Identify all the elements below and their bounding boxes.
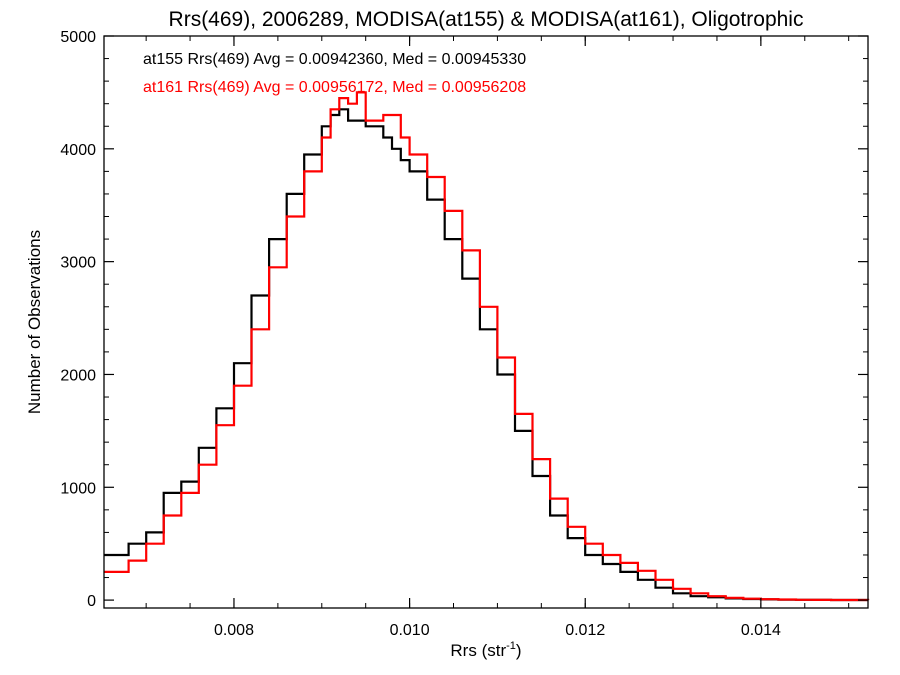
series-layer bbox=[104, 91, 870, 602]
y-tick-label-4: 4000 bbox=[60, 142, 96, 159]
annotation-at155: at155 Rrs(469) Avg = 0.00942360, Med = 0… bbox=[143, 51, 526, 68]
y-tick-label-5: 5000 bbox=[60, 29, 96, 46]
plot-frame bbox=[103, 35, 869, 609]
x-tick-label-2: 0.012 bbox=[565, 622, 605, 639]
chart-title: Rrs(469), 2006289, MODISA(at155) & MODIS… bbox=[169, 8, 804, 31]
series-line-1 bbox=[104, 91, 870, 602]
y-axis-title: Number of Observations bbox=[25, 230, 44, 414]
x-axis-title: Rrs (str-1) bbox=[450, 640, 521, 660]
y-tick-label-0: 0 bbox=[87, 593, 96, 610]
annotation-at161: at161 Rrs(469) Avg = 0.00956172, Med = 0… bbox=[143, 79, 526, 96]
y-tick-label-3: 3000 bbox=[60, 255, 96, 272]
x-tick-label-0: 0.008 bbox=[214, 622, 254, 639]
y-tick-label-1: 1000 bbox=[60, 480, 96, 497]
x-tick-label-3: 0.014 bbox=[741, 622, 781, 639]
y-tick-label-2: 2000 bbox=[60, 367, 96, 384]
tick-layer: 0.008 0.010 0.012 0.014 0 1000 2000 3000 4000 500… bbox=[60, 29, 868, 639]
x-tick-label-1: 0.010 bbox=[390, 622, 430, 639]
